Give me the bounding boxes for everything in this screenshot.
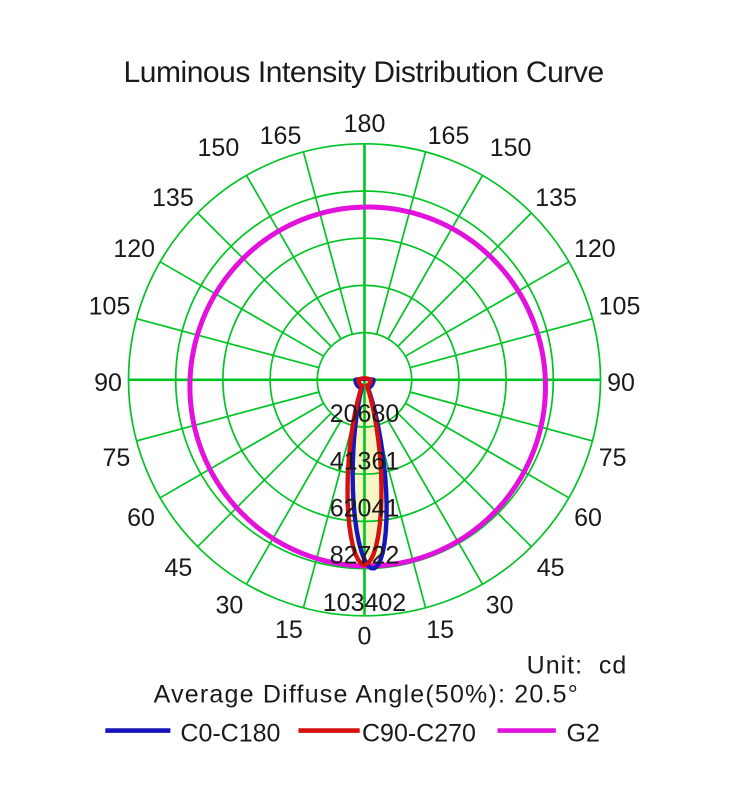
- svg-text:82722: 82722: [330, 542, 400, 570]
- svg-text:120: 120: [113, 235, 155, 263]
- svg-text:150: 150: [198, 134, 240, 162]
- svg-text:180: 180: [344, 110, 386, 138]
- svg-text:20680: 20680: [330, 400, 400, 428]
- svg-text:135: 135: [535, 184, 577, 212]
- svg-text:15: 15: [426, 616, 454, 644]
- svg-text:90: 90: [607, 369, 635, 397]
- svg-text:135: 135: [152, 184, 194, 212]
- svg-text:103402: 103402: [323, 589, 406, 617]
- svg-text:15: 15: [275, 616, 303, 644]
- svg-text:150: 150: [490, 134, 532, 162]
- svg-text:60: 60: [574, 504, 602, 532]
- svg-text:105: 105: [599, 293, 641, 321]
- svg-text:60: 60: [127, 504, 155, 532]
- svg-text:Luminous Intensity Distributio: Luminous Intensity Distribution Curve: [123, 56, 603, 89]
- svg-text:75: 75: [102, 444, 130, 472]
- svg-text:120: 120: [574, 235, 616, 263]
- svg-text:165: 165: [260, 122, 302, 150]
- svg-text:41361: 41361: [330, 447, 400, 475]
- svg-text:75: 75: [599, 444, 627, 472]
- svg-text:0: 0: [358, 622, 372, 650]
- svg-text:Average Diffuse Angle(50%): 20: Average Diffuse Angle(50%): 20.5°: [154, 681, 579, 709]
- svg-text:105: 105: [89, 293, 131, 321]
- svg-text:Unit: cd: Unit: cd: [527, 651, 628, 679]
- svg-text:90: 90: [94, 369, 122, 397]
- svg-text:45: 45: [537, 554, 565, 582]
- svg-text:45: 45: [164, 554, 192, 582]
- svg-text:G2: G2: [567, 719, 600, 747]
- svg-text:30: 30: [215, 592, 243, 620]
- svg-text:C90-C270: C90-C270: [362, 719, 476, 747]
- svg-text:30: 30: [486, 592, 514, 620]
- svg-text:165: 165: [428, 122, 470, 150]
- svg-text:C0-C180: C0-C180: [180, 719, 280, 747]
- svg-text:62041: 62041: [330, 495, 400, 523]
